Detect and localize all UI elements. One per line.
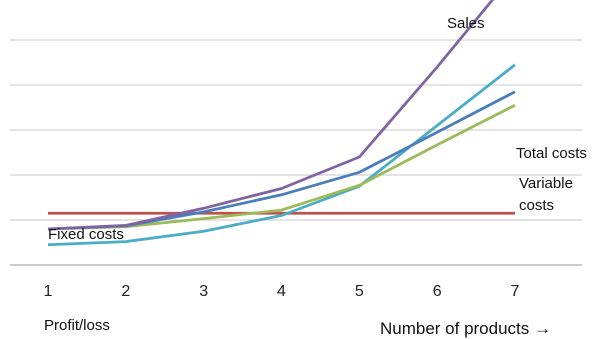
x-tick-label: 6	[433, 283, 442, 300]
series-label-variable-costs: Variable costs	[519, 175, 573, 214]
series-line-total-costs	[47, 90, 516, 231]
x-tick-label: 1	[44, 283, 53, 300]
gridlines	[10, 39, 582, 266]
series-line-variable-costs	[47, 104, 516, 231]
series-lines	[47, 0, 516, 247]
series-line-sales	[47, 0, 495, 231]
series-labels: Sales Total costs Variable costs Fixed costs	[48, 15, 587, 243]
x-tick-label: 5	[355, 283, 364, 300]
x-tick-label: 7	[511, 283, 520, 300]
profit-loss-label: Profit/loss	[44, 317, 110, 334]
series-label-fixed-costs: Fixed costs	[48, 226, 124, 243]
x-tick-label: 2	[121, 283, 130, 300]
series-label-sales: Sales	[447, 15, 485, 32]
x-tick-label: 4	[277, 283, 286, 300]
x-tick-label: 3	[199, 283, 208, 300]
series-label-total-costs: Total costs	[516, 145, 587, 162]
series-line-profit-loss	[47, 63, 516, 247]
x-axis-title: Number of products →	[380, 319, 551, 338]
x-tick-labels: 1 2 3 4 5 6 7	[44, 283, 520, 300]
